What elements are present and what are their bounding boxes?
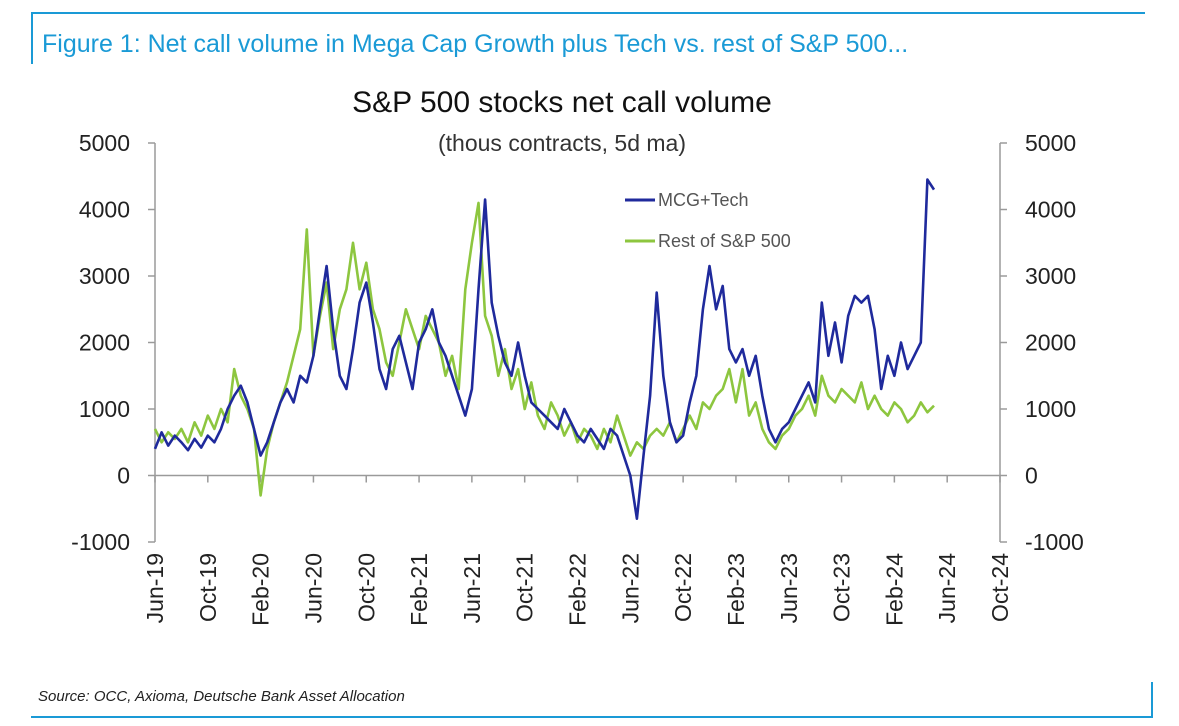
frame-left-border — [31, 12, 33, 64]
left-y-tick-label: 4000 — [79, 197, 130, 223]
chart-legend: MCG+Tech Rest of S&P 500 — [625, 190, 791, 251]
left-y-tick-label: 0 — [117, 463, 130, 489]
x-tick-label: Jun-22 — [617, 553, 643, 623]
right-y-tick-label: 5000 — [1025, 130, 1076, 156]
x-tick-label: Jun-20 — [300, 553, 326, 623]
x-tick-label: Oct-19 — [195, 553, 221, 622]
right-y-tick-label: 0 — [1025, 463, 1038, 489]
chart-title: S&P 500 stocks net call volume — [352, 86, 772, 119]
x-tick-label: Oct-23 — [829, 553, 855, 622]
right-y-tick-label: 1000 — [1025, 396, 1076, 422]
left-y-tick-label: -1000 — [71, 529, 130, 555]
series-line-mcg-tech — [153, 178, 936, 521]
x-tick-label: Oct-21 — [512, 553, 538, 622]
right-y-tick-label: 3000 — [1025, 263, 1076, 289]
x-tick-label: Jun-23 — [776, 553, 802, 623]
left-y-tick-label: 1000 — [79, 396, 130, 422]
x-tick-label: Feb-24 — [881, 553, 907, 626]
figure-caption: Figure 1: Net call volume in Mega Cap Gr… — [42, 30, 909, 58]
right-y-tick-label: 4000 — [1025, 197, 1076, 223]
x-tick-label: Jun-21 — [459, 553, 485, 623]
x-tick-label: Oct-24 — [987, 553, 1013, 622]
source-note: Source: OCC, Axioma, Deutsche Bank Asset… — [38, 688, 405, 705]
x-tick-label: Oct-22 — [670, 553, 696, 622]
x-tick-label: Feb-22 — [565, 553, 591, 626]
chart-series — [153, 178, 936, 521]
left-y-tick-label: 5000 — [79, 130, 130, 156]
legend-label-rest-of-sp500: Rest of S&P 500 — [658, 231, 791, 251]
left-y-tick-label: 3000 — [79, 263, 130, 289]
x-tick-label: Feb-20 — [248, 553, 274, 626]
left-y-tick-label: 2000 — [79, 330, 130, 356]
right-y-tick-label: 2000 — [1025, 330, 1076, 356]
x-tick-label: Jun-19 — [142, 553, 168, 623]
frame-bottom-border — [31, 716, 1153, 718]
frame-top-border — [31, 12, 1145, 14]
series-line-rest-of-sp500 — [153, 201, 935, 497]
x-tick-label: Feb-23 — [723, 553, 749, 626]
x-tick-label: Oct-20 — [353, 553, 379, 622]
frame-right-border — [1151, 682, 1153, 718]
x-tick-label: Jun-24 — [934, 553, 960, 624]
chart-subtitle: (thous contracts, 5d ma) — [438, 130, 686, 156]
x-tick-label: Feb-21 — [406, 553, 432, 626]
legend-label-mcg-tech: MCG+Tech — [658, 190, 749, 210]
chart-axes: 5000 5000 4000 4000 3000 3000 2000 2000 1000 1000… — [71, 130, 1084, 626]
right-y-tick-label: -1000 — [1025, 529, 1084, 555]
